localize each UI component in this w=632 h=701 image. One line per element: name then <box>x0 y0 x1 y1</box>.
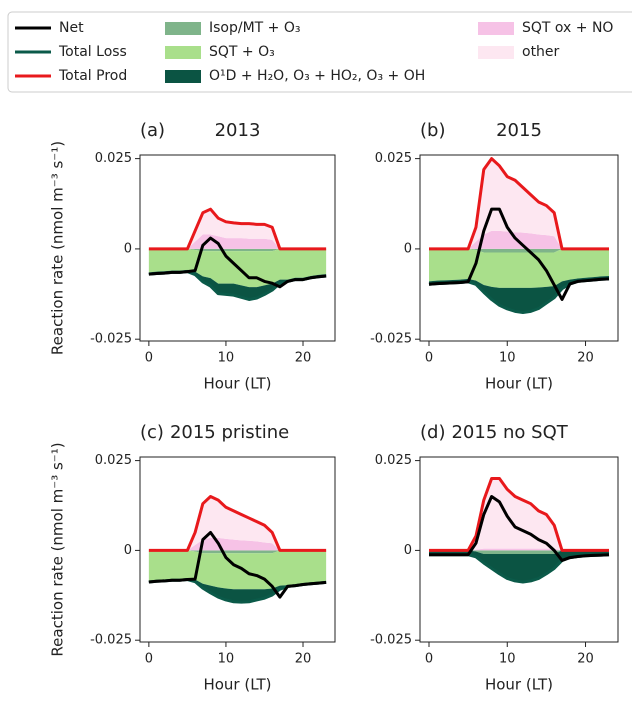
x-tick-label: 0 <box>425 351 433 366</box>
series-line <box>429 157 609 251</box>
panel-label: (b) <box>420 120 445 141</box>
y-tick-label: 0.025 <box>375 453 412 468</box>
y-tick-label: 0.025 <box>95 151 132 166</box>
series-line <box>148 495 327 552</box>
plot-area <box>148 207 327 301</box>
stacked-area <box>148 550 327 590</box>
legend-patch <box>478 46 514 59</box>
series-line <box>148 530 327 599</box>
stacked-area <box>429 248 609 253</box>
legend-frame <box>7 11 632 93</box>
stacked-area <box>429 550 609 554</box>
axes-frame <box>139 456 336 643</box>
stacked-area <box>148 269 327 300</box>
panel-label: (c) <box>140 422 164 443</box>
panel-label: (a) <box>140 120 165 141</box>
legend-label: Total Loss <box>58 44 127 60</box>
legend-patch <box>165 22 201 35</box>
legend-label: SQT ox + NO <box>522 20 613 36</box>
x-tick-label: 20 <box>577 652 594 667</box>
legend-patch <box>165 46 201 59</box>
x-tick-label: 0 <box>145 351 153 366</box>
stacked-area <box>148 550 327 554</box>
y-tick-label: 0 <box>404 241 412 256</box>
x-axis-label: Hour (LT) <box>485 375 553 393</box>
x-tick-label: 20 <box>577 351 594 366</box>
stacked-area <box>429 548 609 551</box>
legend-patch <box>165 70 201 83</box>
axes-frame <box>139 154 336 342</box>
stacked-area <box>429 478 609 551</box>
x-axis-label: Hour (LT) <box>203 375 271 393</box>
panel-title: 2013 <box>215 120 261 141</box>
y-axis-label: Reaction rate (nmol m⁻³ s⁻¹) <box>49 141 67 355</box>
x-tick-label: 10 <box>499 351 516 366</box>
y-tick-label: 0 <box>124 241 132 256</box>
legend-label: Total Prod <box>58 68 127 84</box>
legend-label: other <box>522 44 560 60</box>
axes-frame <box>419 154 619 342</box>
stacked-area <box>148 537 327 551</box>
legend-label: Net <box>59 20 84 36</box>
series-line <box>428 207 610 301</box>
legend-label: Isop/MT + O₃ <box>209 20 301 36</box>
series-line <box>148 207 327 251</box>
panel-label: (d) <box>420 422 445 443</box>
stacked-area <box>148 248 327 252</box>
y-axis-label: Reaction rate (nmol m⁻³ s⁻¹) <box>49 442 67 656</box>
stacked-area <box>148 234 327 249</box>
axes-frame <box>419 456 619 643</box>
panel-title: 2015 <box>496 120 542 141</box>
y-tick-label: 0 <box>124 543 132 558</box>
x-axis-label: Hour (LT) <box>485 676 553 694</box>
plot-area <box>428 157 610 314</box>
y-tick-label: 0.025 <box>95 453 132 468</box>
y-tick-label: 0.025 <box>375 151 412 166</box>
series-line <box>148 236 327 289</box>
plot-area <box>429 477 610 584</box>
y-tick-label: -0.025 <box>90 633 132 648</box>
x-tick-label: 10 <box>499 652 516 667</box>
stacked-area <box>148 496 327 551</box>
stacked-area <box>148 578 327 603</box>
stacked-area <box>429 158 609 249</box>
y-tick-label: 0 <box>404 543 412 558</box>
stacked-area <box>429 248 609 288</box>
panel-title: 2015 pristine <box>170 422 289 443</box>
x-tick-label: 20 <box>295 652 312 667</box>
stacked-area <box>429 275 609 313</box>
x-tick-label: 0 <box>425 652 433 667</box>
y-tick-label: -0.025 <box>90 332 132 347</box>
series-line <box>429 477 609 552</box>
x-axis-label: Hour (LT) <box>203 676 271 694</box>
legend-label: O¹D + H₂O, O₃ + HO₂, O₃ + OH <box>209 68 425 84</box>
legend-patch <box>478 22 514 35</box>
y-tick-label: -0.025 <box>370 332 412 347</box>
x-tick-label: 10 <box>218 351 235 366</box>
plot-area <box>148 495 327 604</box>
x-tick-label: 20 <box>295 351 312 366</box>
panel-title: 2015 no SQT <box>451 422 568 443</box>
x-tick-label: 10 <box>218 652 235 667</box>
legend-label: SQT + O₃ <box>209 44 275 60</box>
y-tick-label: -0.025 <box>370 633 412 648</box>
series-line <box>429 495 610 562</box>
x-tick-label: 0 <box>145 652 153 667</box>
